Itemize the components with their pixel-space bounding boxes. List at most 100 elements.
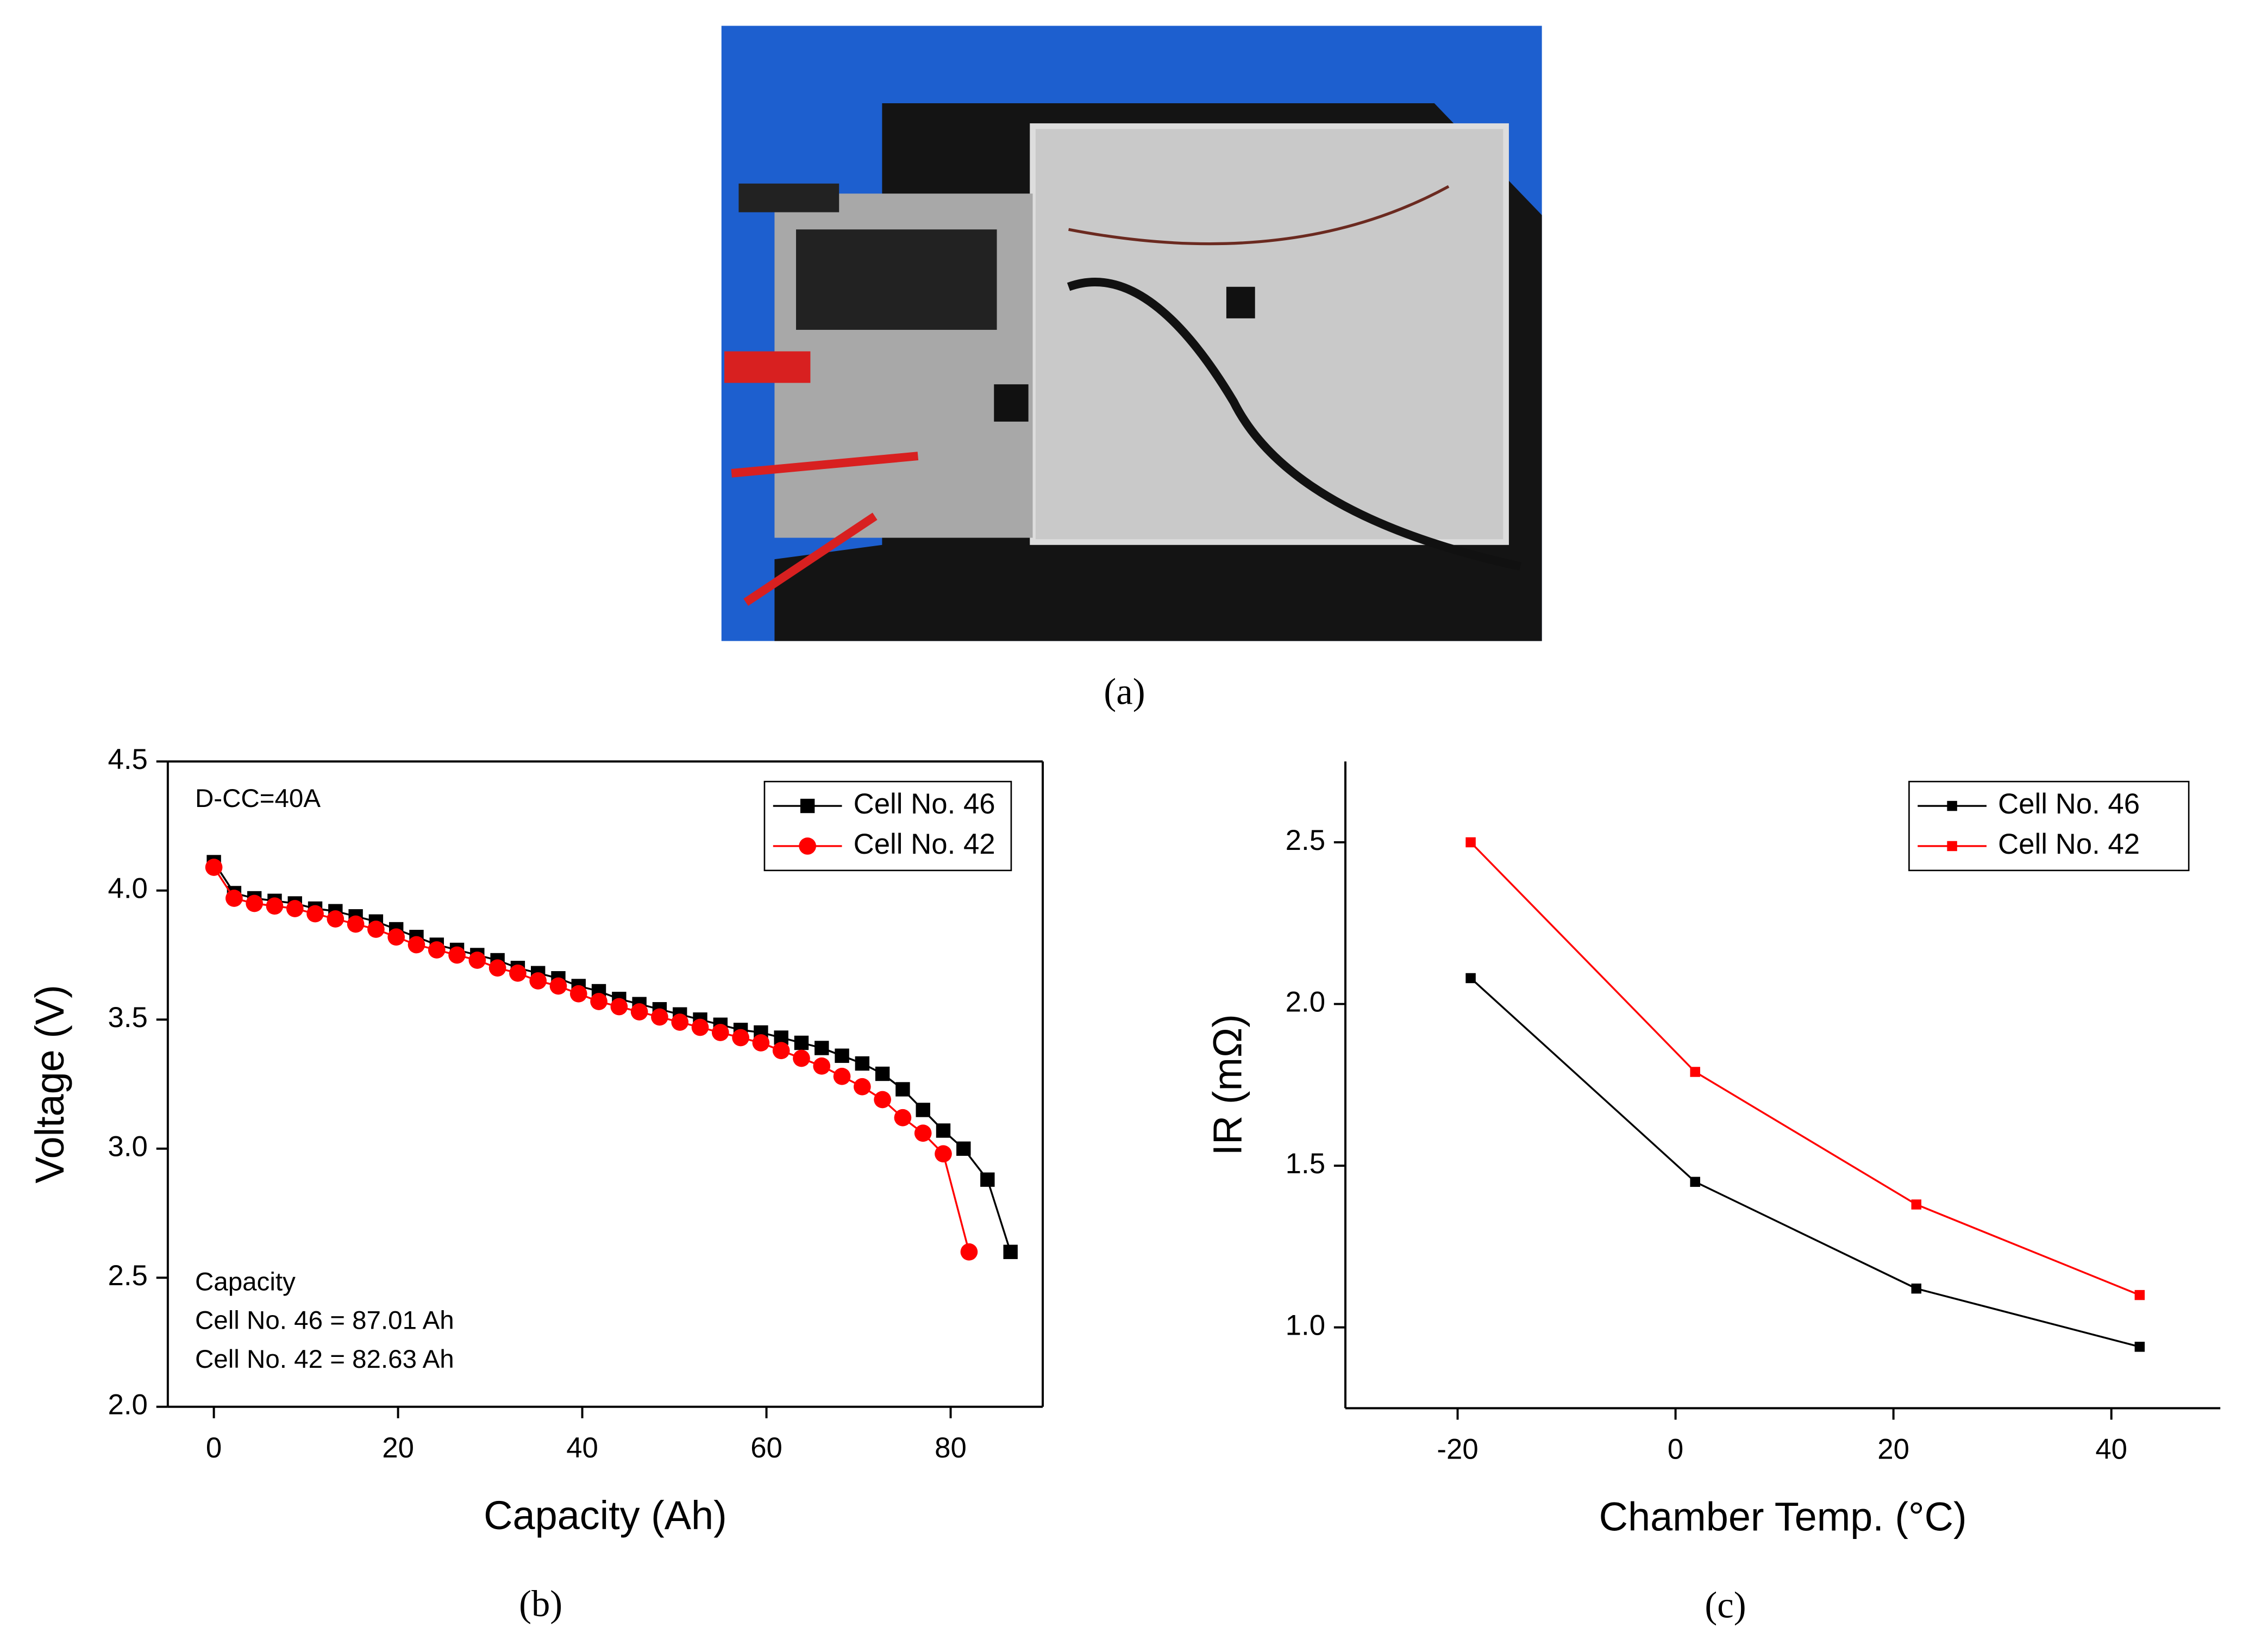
caption: (b) <box>519 1583 562 1624</box>
y-tick-label: 2.0 <box>1286 986 1325 1018</box>
marker <box>895 1082 910 1097</box>
legend-label: Cell No. 42 <box>854 828 995 860</box>
x-tick-label: 20 <box>1877 1433 1909 1465</box>
marker <box>448 946 466 964</box>
x-tick-label: 40 <box>566 1432 598 1464</box>
marker <box>711 1024 729 1041</box>
y-tick-label: 2.0 <box>108 1389 148 1421</box>
marker <box>874 1091 891 1109</box>
marker <box>772 1042 790 1060</box>
marker <box>935 1145 952 1163</box>
marker <box>529 972 547 990</box>
marker <box>2134 1342 2145 1352</box>
marker <box>590 993 607 1010</box>
caption: (a) <box>1104 671 1145 712</box>
x-tick-label: 0 <box>1668 1433 1683 1465</box>
annotation: Cell No. 42 = 82.63 Ah <box>195 1345 454 1374</box>
marker <box>630 1003 648 1021</box>
legend-label: Cell No. 46 <box>854 788 995 820</box>
y-tick-label: 1.0 <box>1286 1310 1325 1342</box>
marker <box>2134 1290 2145 1300</box>
marker <box>408 936 425 954</box>
marker <box>936 1123 951 1138</box>
marker <box>1911 1199 1921 1210</box>
marker <box>327 910 344 928</box>
marker <box>1465 973 1476 984</box>
marker <box>205 859 223 876</box>
y-tick-label: 4.5 <box>108 743 148 775</box>
marker <box>1690 1177 1700 1187</box>
marker <box>815 1041 829 1055</box>
marker <box>306 905 324 923</box>
marker <box>853 1078 871 1096</box>
legend-label: Cell No. 46 <box>1998 788 2140 820</box>
legend-box <box>1908 780 2190 872</box>
marker <box>1465 837 1476 848</box>
marker <box>610 998 628 1016</box>
legend-marker <box>1947 841 1957 852</box>
y-tick-label: 2.5 <box>108 1260 148 1292</box>
marker <box>1690 1067 1700 1077</box>
marker <box>794 1035 809 1050</box>
marker <box>835 1048 849 1063</box>
marker <box>793 1049 810 1067</box>
marker <box>569 985 587 1003</box>
marker <box>752 1034 770 1052</box>
series-line <box>1470 977 2140 1348</box>
marker <box>651 1008 668 1026</box>
x-tick-label: 60 <box>750 1432 782 1464</box>
marker <box>549 977 567 995</box>
marker <box>1003 1244 1018 1259</box>
y-tick-label: 3.5 <box>108 1002 148 1034</box>
annotation: Cell No. 46 = 87.01 Ah <box>195 1306 454 1335</box>
marker <box>894 1109 912 1127</box>
y-tick-label: 1.5 <box>1286 1148 1325 1180</box>
x-tick-label: 40 <box>2095 1433 2127 1465</box>
legend-marker <box>799 837 816 855</box>
x-tick-label: 0 <box>206 1432 222 1464</box>
marker <box>914 1124 932 1142</box>
x-axis-title: Capacity (Ah) <box>484 1493 727 1538</box>
marker <box>488 959 506 977</box>
marker <box>960 1243 978 1261</box>
marker <box>225 890 243 907</box>
marker <box>286 900 304 917</box>
caption: (c) <box>1705 1585 1746 1626</box>
marker <box>980 1172 995 1187</box>
legend-label: Cell No. 42 <box>1998 828 2140 860</box>
marker <box>266 897 284 915</box>
marker <box>671 1013 689 1031</box>
marker <box>428 941 446 959</box>
y-axis-title: IR (mΩ) <box>1205 1014 1250 1155</box>
x-tick-label: 80 <box>935 1432 967 1464</box>
marker <box>1911 1283 1921 1294</box>
marker <box>387 928 405 946</box>
marker <box>956 1141 971 1156</box>
y-tick-label: 3.0 <box>108 1131 148 1163</box>
marker <box>855 1056 870 1071</box>
legend-box <box>763 780 1012 872</box>
marker <box>813 1057 831 1075</box>
annotation: Capacity <box>195 1267 296 1296</box>
series-line <box>1470 841 2140 1296</box>
y-tick-label: 2.5 <box>1286 824 1325 856</box>
marker <box>916 1103 930 1117</box>
x-tick-label: -20 <box>1437 1433 1478 1465</box>
marker <box>347 915 365 933</box>
marker <box>246 894 264 912</box>
marker <box>367 921 385 938</box>
marker <box>732 1029 749 1047</box>
marker <box>875 1066 890 1081</box>
y-axis-title: Voltage (V) <box>27 985 72 1183</box>
marker <box>833 1067 851 1085</box>
marker <box>468 952 486 969</box>
marker <box>691 1018 709 1036</box>
annotation: D-CC=40A <box>195 784 321 813</box>
legend-marker <box>800 798 815 814</box>
x-tick-label: 20 <box>382 1432 414 1464</box>
series-line <box>213 861 1012 1253</box>
legend-marker <box>1947 800 1957 811</box>
x-axis-title: Chamber Temp. (°C) <box>1599 1494 1967 1540</box>
